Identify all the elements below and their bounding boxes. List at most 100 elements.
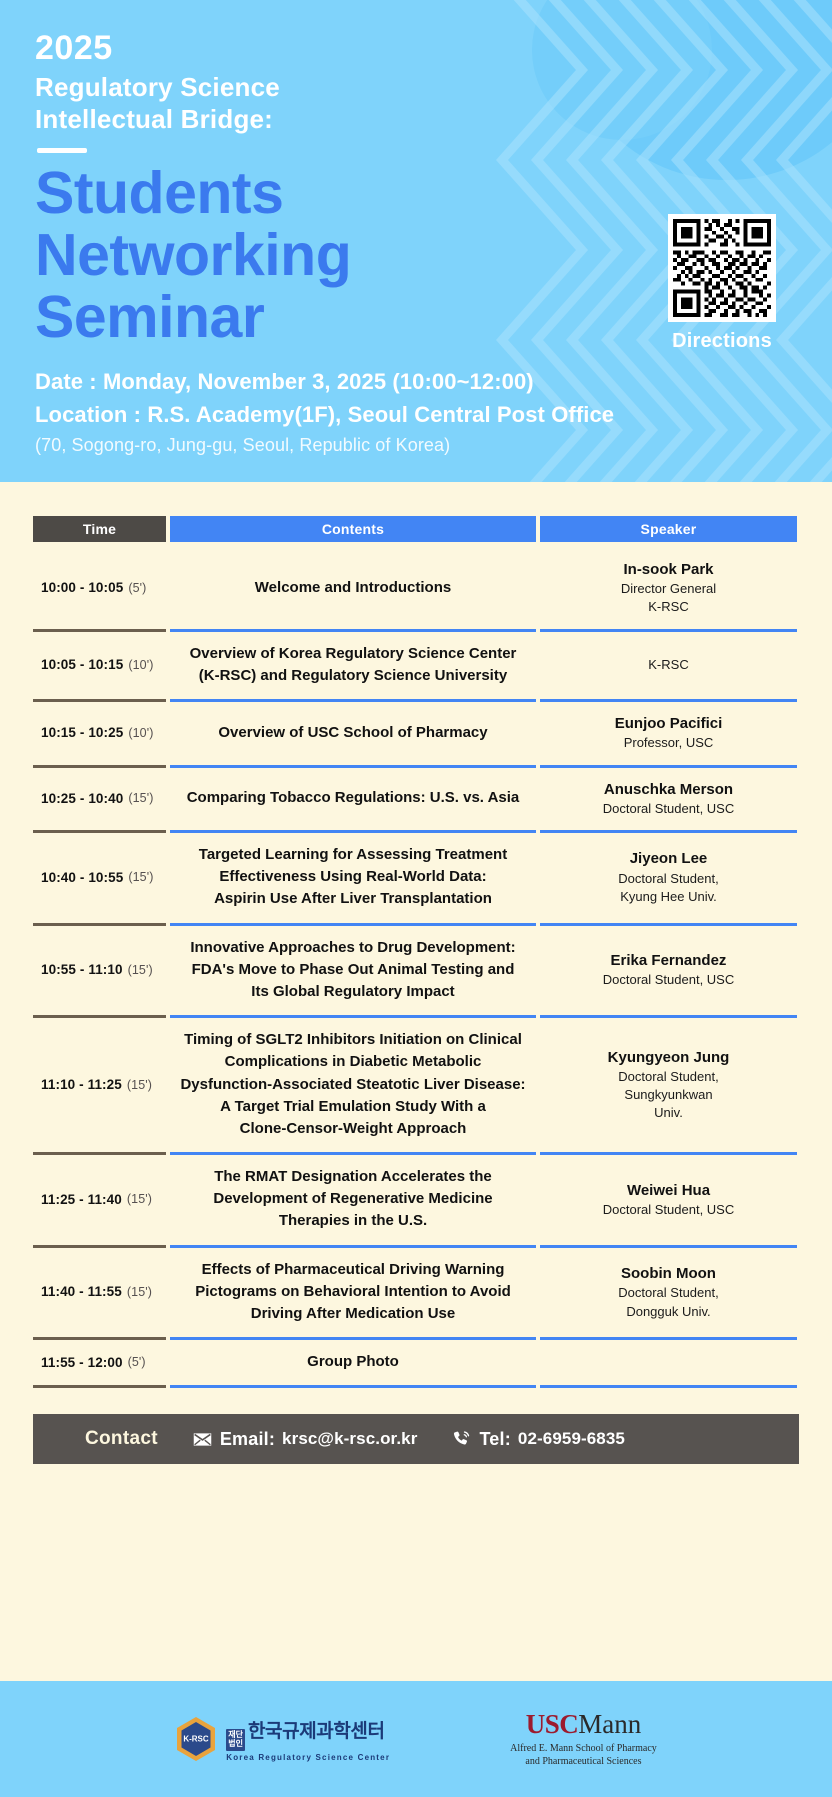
cell-time: 11:25 - 11:40 (15') [33, 1152, 166, 1245]
bottom-border-time [33, 1385, 166, 1389]
poster-subtitle: Regulatory Science Intellectual Bridge: [35, 71, 832, 136]
speaker-name: Weiwei Hua [626, 1181, 711, 1199]
speaker-role: Doctoral Student, USC [602, 800, 735, 816]
time-range: 11:40 - 11:55 [41, 1284, 122, 1300]
column-header-time: Time [33, 516, 166, 542]
cell-contents: Targeted Learning for Assessing Treatmen… [170, 830, 536, 923]
cell-speaker: Weiwei Hua Doctoral Student, USC [540, 1152, 797, 1245]
session-title: Effects of Pharmaceutical Driving Warnin… [195, 1260, 511, 1323]
usc-school-line-1: Alfred E. Mann School of Pharmacy [510, 1742, 657, 1754]
usc-mann-logo: USCMann Alfred E. Mann School of Pharmac… [510, 1710, 657, 1768]
event-address: (70, Sogong-ro, Jung-gu, Seoul, Republic… [35, 434, 451, 455]
table-row: 11:40 - 11:55 (15') Effects of Pharmaceuti… [33, 1244, 799, 1338]
speaker-role: Doctoral Student, Kyung Hee Univ. [618, 870, 719, 904]
agenda-table: Time Contents Speaker 10:00 - 10:05 (5') W… [0, 482, 832, 1389]
subtitle-line-1: Regulatory Science [35, 71, 280, 102]
time-range: 10:25 - 10:40 [41, 790, 124, 806]
time-duration: (15') [126, 1077, 152, 1092]
directions-qr-block[interactable]: Directions [662, 214, 782, 353]
cell-contents: The RMAT Designation Accelerates the Deve… [170, 1152, 536, 1245]
time-range: 10:15 - 10:25 [41, 725, 124, 741]
footer-logos: K-RSC 재단 법인 한국규제과학센터 Korea Regulatory Sci… [0, 1681, 832, 1797]
date-value: Monday, November 3, 2025 (10:00~12:00) [102, 368, 534, 394]
table-row: 10:55 - 11:10 (15') Innovative Approaches … [33, 922, 799, 1016]
table-row: 10:25 - 10:40 (15') Comparing Tobacco Regu… [33, 764, 799, 830]
cell-contents: Innovative Approaches to Drug Developmen… [170, 922, 536, 1016]
time-duration: (5') [128, 580, 147, 595]
subtitle-line-2: Intellectual Bridge: [35, 104, 274, 135]
speaker-role: K-RSC [648, 656, 689, 672]
location-value: R.S. Academy(1F), Seoul Central Post Off… [147, 401, 615, 427]
session-title: Innovative Approaches to Drug Developmen… [190, 938, 516, 1000]
speaker-role: Doctoral Student, Dongguk Univ. [618, 1285, 719, 1319]
cell-time: 10:00 - 10:05 (5') [33, 542, 166, 629]
table-body: 10:00 - 10:05 (5') Welcome and Introductio… [33, 542, 799, 1385]
table-row: 10:40 - 10:55 (15') Targeted Learning for … [33, 830, 799, 923]
usc-school-line-2: and Pharmaceutical Sciences [525, 1755, 642, 1767]
table-row: 10:05 - 10:15 (10') Overview of Korea Regu… [33, 628, 799, 699]
main-title-line-3: Seminar [35, 283, 265, 350]
speaker-name: Eunjoo Pacifici [614, 715, 723, 733]
session-title: The RMAT Designation Accelerates the Deve… [213, 1168, 493, 1230]
date-label: Date : [35, 368, 97, 394]
krsc-name-korean: 한국규제과학센터 [247, 1721, 385, 1743]
cell-speaker: In-sook Park Director General K-RSC [540, 542, 797, 629]
cell-speaker: Jiyeon Lee Doctoral Student, Kyung Hee Uni… [540, 830, 797, 923]
cell-speaker [540, 1337, 797, 1385]
time-duration: (15') [126, 1192, 152, 1207]
cell-time: 10:40 - 10:55 (15') [33, 830, 166, 923]
qr-code-image[interactable] [668, 214, 776, 322]
cell-time: 11:40 - 11:55 (15') [33, 1244, 166, 1338]
usc-school-name: Alfred E. Mann School of Pharmacy and Ph… [510, 1742, 657, 1768]
table-row: 11:10 - 11:25 (15') Timing of SGLT2 Inhibi… [33, 1015, 799, 1152]
speaker-name: Erika Fernandez [610, 952, 727, 970]
cell-speaker: K-RSC [540, 628, 797, 699]
speaker-name: Anuschka Merson [603, 780, 734, 798]
speaker-role: Doctoral Student, Sungkyunkwan Univ. [618, 1068, 719, 1121]
time-duration: (5') [127, 1355, 146, 1370]
phone-icon [451, 1429, 472, 1450]
contact-email[interactable]: Email: krsc@k-rsc.or.kr [192, 1429, 418, 1450]
contact-tel[interactable]: Tel: 02-6959-6835 [451, 1429, 625, 1450]
hero-section: 2025 Regulatory Science Intellectual Bri… [0, 0, 832, 482]
krsc-foundation-badge: 재단 법인 [226, 1729, 245, 1751]
speaker-role: Doctoral Student, USC [602, 1201, 735, 1217]
cell-contents: Timing of SGLT2 Inhibitors Initiation on… [170, 1015, 536, 1152]
cell-speaker: Anuschka Merson Doctoral Student, USC [540, 764, 797, 830]
main-title-line-2: Networking [35, 221, 352, 288]
location-label: Location : [35, 401, 142, 427]
poster-main-title: Students Networking Seminar [35, 159, 832, 350]
session-title: Timing of SGLT2 Inhibitors Initiation on… [180, 1031, 526, 1137]
time-range: 10:55 - 11:10 [41, 962, 123, 978]
main-title-line-1: Students [35, 159, 284, 226]
speaker-name: Kyungyeon Jung [607, 1048, 730, 1066]
tel-value: 02-6959-6835 [517, 1429, 625, 1449]
cell-contents: Comparing Tobacco Regulations: U.S. vs. … [170, 764, 536, 830]
time-range: 11:10 - 11:25 [41, 1077, 122, 1093]
table-header-row: Time Contents Speaker [33, 516, 799, 542]
cell-contents: Welcome and Introductions [170, 542, 536, 629]
poster-year: 2025 [35, 29, 113, 67]
krsc-hexagon-icon: K-RSC [177, 1717, 216, 1761]
event-date-line: Date : Monday, November 3, 2025 (10:00~1… [35, 365, 832, 398]
krsc-name-english: Korea Regulatory Science Center [226, 1752, 391, 1762]
cell-time: 10:25 - 10:40 (15') [33, 764, 166, 830]
cell-contents: Effects of Pharmaceutical Driving Warnin… [170, 1244, 536, 1338]
table-row: 11:25 - 11:40 (15') The RMAT Designation A… [33, 1152, 799, 1245]
session-title: Welcome and Introductions [254, 578, 452, 596]
cell-speaker: Soobin Moon Doctoral Student, Dongguk Univ… [540, 1244, 797, 1338]
time-duration: (15') [126, 1284, 152, 1299]
speaker-role: Doctoral Student, USC [602, 972, 735, 988]
speaker-role: Director General K-RSC [620, 581, 717, 615]
time-duration: (10') [128, 657, 154, 672]
session-title: Comparing Tobacco Regulations: U.S. vs. … [186, 789, 520, 807]
cell-contents: Overview of Korea Regulatory Science Cen… [170, 628, 536, 699]
krsc-logo-text: 재단 법인 한국규제과학센터 Korea Regulatory Science C… [226, 1716, 391, 1762]
tel-label: Tel: [479, 1428, 511, 1449]
krsc-logo: K-RSC 재단 법인 한국규제과학센터 Korea Regulatory Sci… [175, 1716, 390, 1762]
svg-text:K-RSC: K-RSC [184, 1735, 210, 1744]
session-title: Group Photo [307, 1353, 399, 1371]
session-title: Overview of Korea Regulatory Science Cen… [189, 644, 517, 684]
time-duration: (15') [127, 962, 153, 977]
email-value: krsc@k-rsc.or.kr [282, 1429, 418, 1449]
